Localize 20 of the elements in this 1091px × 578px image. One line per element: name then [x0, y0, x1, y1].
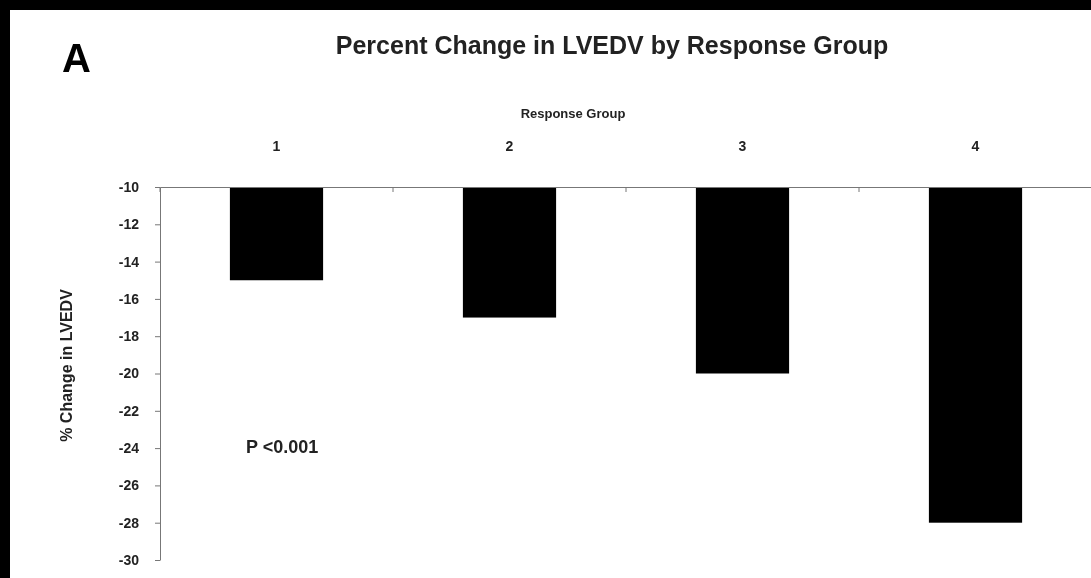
x-tick-label: 1 [272, 138, 281, 154]
x-tick-label: 2 [505, 138, 514, 154]
y-tick-label: -24 [118, 440, 140, 457]
y-tick-label: -20 [118, 365, 140, 382]
text: A [62, 36, 91, 80]
y-tick-label: -12 [118, 216, 140, 233]
y-axis-title: % Change in LVEDV [58, 288, 75, 442]
x-tick-label: 3 [738, 138, 747, 154]
y-tick-label: -14 [118, 253, 140, 270]
y-tick-label: -26 [118, 477, 140, 494]
y-tick-label: -16 [118, 290, 140, 307]
chart-title: Percent Change in LVEDV by Response Group [335, 31, 889, 59]
y-tick-label: -28 [118, 514, 140, 531]
y-tick-label: -22 [118, 402, 140, 419]
y-tick-label: -10 [118, 178, 140, 195]
x-axis-title: Response Group [520, 106, 626, 121]
x-tick-label: 4 [971, 138, 980, 154]
y-tick-label: -18 [118, 328, 140, 345]
y-tick-label: -30 [118, 551, 140, 568]
annotation: P <0.001 [246, 437, 319, 457]
